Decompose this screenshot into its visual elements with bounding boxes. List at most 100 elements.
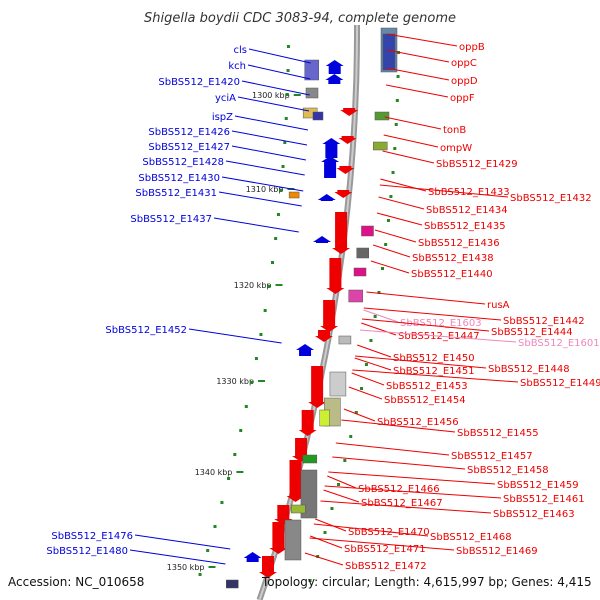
right-gene-label: rusA [487, 300, 510, 311]
right-label-leader [355, 355, 487, 369]
reverse-gene [334, 190, 353, 198]
right-label-leader [327, 475, 357, 489]
gene-box [319, 409, 330, 427]
right-label-leader [348, 386, 383, 400]
kbp-label: 1330 kbp [216, 377, 254, 386]
left-gene-label: SbBS512_E1428 [142, 157, 224, 168]
left-label-leader [129, 549, 226, 565]
right-gene-label: SbBS512_E1469 [456, 546, 538, 557]
gene-box [356, 247, 369, 259]
right-gene-label: SbBS512_E1440 [411, 269, 493, 280]
right-label-leader [378, 196, 425, 210]
right-label-leader [359, 329, 517, 343]
right-gene-label: oppC [451, 58, 477, 69]
right-label-leader [343, 408, 376, 422]
kbp-label: 1310 kbp [246, 185, 284, 194]
minor-tick [267, 285, 271, 288]
right-gene-label: tonB [443, 125, 466, 136]
left-label-leader [218, 191, 302, 207]
right-label-leader [384, 116, 442, 130]
forward-gene [313, 236, 332, 243]
right-label-leader [366, 291, 486, 305]
minor-tick [373, 315, 377, 318]
right-gene-label: oppF [450, 93, 475, 104]
right-gene-label: SbBS512_E1459 [497, 480, 579, 491]
right-gene-label: SbBS512_E1438 [412, 253, 494, 264]
left-label-leader [237, 96, 310, 112]
right-label-leader [357, 344, 392, 358]
minor-tick [279, 189, 283, 192]
right-label-leader [352, 369, 519, 383]
minor-tick [213, 525, 217, 528]
right-gene-label: SbBS512_E1436 [418, 238, 500, 249]
right-gene-label: SbBS512_E1449 [520, 378, 600, 389]
minor-tick [259, 333, 263, 336]
right-gene-label: SbBS512_E1448 [488, 364, 570, 375]
right-gene-label: SbBS512_E1455 [457, 428, 539, 439]
right-gene-label: SbBS512_E1450 [393, 353, 475, 364]
reverse-gene [258, 556, 277, 578]
minor-tick [354, 411, 358, 414]
kbp-label: 1340 kbp [195, 468, 233, 477]
gene-box [284, 519, 302, 561]
left-label-leader [213, 217, 299, 233]
right-gene-label: SbBS512_E1435 [424, 221, 506, 232]
left-gene-label: SbBS512_E1420 [158, 77, 240, 88]
minor-tick [386, 219, 390, 222]
right-label-leader [361, 318, 490, 332]
minor-tick [281, 165, 285, 168]
right-gene-label: SbBS512_E1429 [436, 159, 518, 170]
right-label-leader [315, 518, 347, 532]
minor-tick [395, 99, 399, 102]
right-gene-label: SbBS512_E1442 [503, 316, 585, 327]
right-label-leader [354, 357, 392, 371]
right-gene-label: SbBS512_E1451 [393, 366, 475, 377]
kbp-label: 1300 kbp [252, 91, 290, 100]
right-label-leader [376, 212, 423, 226]
right-gene-label: SbBS512_E1468 [430, 532, 512, 543]
right-label-leader [320, 500, 492, 514]
left-gene-label: SbBS512_E1452 [105, 325, 187, 336]
left-gene-label: SbBS512_E1437 [130, 214, 212, 225]
minor-tick [343, 459, 347, 462]
minor-tick [233, 453, 237, 456]
gene-box [372, 141, 388, 151]
right-label-leader [313, 523, 429, 537]
minor-tick [227, 477, 231, 480]
forward-gene [322, 138, 341, 158]
map-title: Shigella boydii CDC 3083-94, complete ge… [144, 11, 456, 26]
right-gene-label: SbBS512_E1444 [491, 327, 573, 338]
forward-gene [325, 60, 344, 74]
left-gene-label: SbBS512_E1427 [148, 142, 230, 153]
gene-box [382, 33, 396, 71]
minor-tick [276, 213, 280, 216]
right-gene-label: SbBS512_E1461 [503, 494, 585, 505]
left-label-leader [231, 145, 307, 161]
right-label-leader [304, 552, 344, 566]
right-label-leader [341, 419, 456, 433]
right-label-leader [383, 134, 439, 148]
left-gene-label: ispZ [212, 112, 233, 123]
left-label-leader [247, 64, 311, 80]
reverse-gene [315, 330, 333, 342]
minor-tick [250, 381, 254, 384]
right-label-leader [386, 49, 450, 63]
gene-box [226, 579, 239, 589]
left-gene-label: cls [234, 45, 248, 56]
left-label-leader [248, 48, 311, 64]
minor-tick [206, 549, 210, 552]
left-label-leader [134, 534, 231, 550]
left-label-leader [234, 115, 309, 131]
right-gene-label: SbBS512_E1458 [467, 465, 549, 476]
gene-box [302, 454, 318, 464]
right-gene-label: ompW [440, 143, 472, 154]
reverse-gene [298, 410, 317, 436]
minor-tick [377, 291, 381, 294]
right-gene-label: SbBS512_E1453 [386, 381, 468, 392]
right-label-leader [309, 537, 455, 551]
right-gene-label: SbBS512_E1456 [377, 417, 459, 428]
right-gene-label: SbBS512_E1434 [426, 205, 508, 216]
topology-text: Topology: circular; Length: 4,615,997 bp… [261, 575, 592, 589]
minor-tick [220, 501, 224, 504]
